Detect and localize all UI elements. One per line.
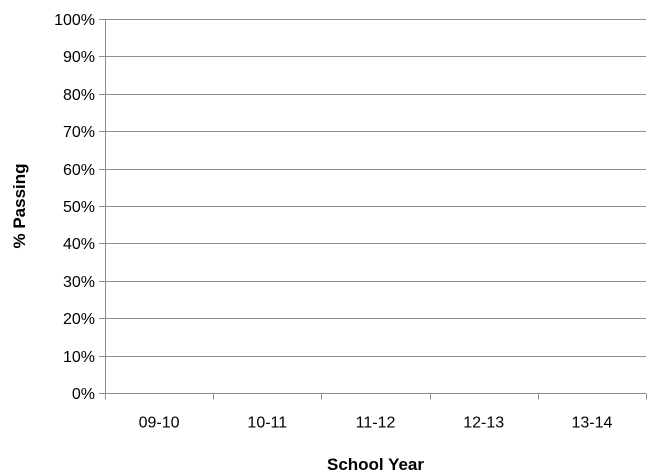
- y-tick-label: 40%: [63, 236, 95, 253]
- x-tick-label: 13-14: [571, 415, 612, 432]
- y-tick-label: 80%: [63, 87, 95, 104]
- x-tick-label: 11-12: [356, 415, 396, 432]
- y-tick-label: 50%: [63, 199, 95, 216]
- y-axis-title: % Passing: [10, 163, 29, 248]
- y-tick-label: 20%: [63, 311, 95, 328]
- gridlines: [105, 19, 646, 357]
- y-tick-labels: 0% 10% 20% 30% 40% 50% 60% 70% 80% 90% 100%: [54, 12, 95, 403]
- y-tick-label: 30%: [63, 274, 95, 291]
- x-tick-label: 09-10: [139, 415, 180, 432]
- x-axis-title: School Year: [327, 455, 424, 474]
- y-tick-label: 0%: [72, 386, 95, 403]
- y-tick-label: 100%: [54, 12, 95, 29]
- x-tick-labels: 09-10 10-11 11-12 12-13 13-14: [139, 415, 613, 432]
- y-tick-label: 90%: [63, 49, 95, 66]
- x-tick-label: 12-13: [463, 415, 504, 432]
- y-tick-label: 70%: [63, 124, 95, 141]
- axes: [99, 19, 647, 400]
- x-tick-label: 10-11: [247, 415, 287, 432]
- y-tick-label: 10%: [63, 349, 95, 366]
- y-tick-label: 60%: [63, 162, 95, 179]
